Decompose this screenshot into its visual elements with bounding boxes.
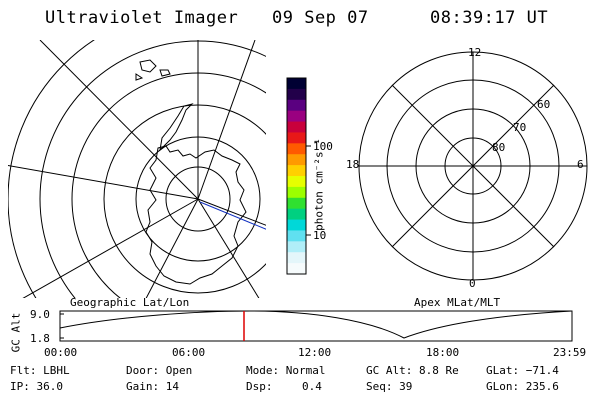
- lon-line: [197, 40, 256, 200]
- lon-line: [39, 40, 199, 200]
- mlt-label-top: 12: [468, 46, 482, 59]
- mode-status: Mode: Normal: [246, 364, 326, 377]
- colorbar-swatch: [287, 78, 306, 90]
- lon-line: [22, 198, 199, 298]
- colorbar-swatch: [287, 176, 306, 188]
- orbit-track: [199, 201, 266, 230]
- colorbar-frame: [286, 77, 307, 275]
- colorbar-swatch: [287, 252, 306, 264]
- island: [139, 59, 157, 73]
- colorbar-unit-label: photon cm⁻²s⁻¹: [312, 138, 326, 231]
- timeline-x-tick: 06:00: [172, 346, 206, 359]
- colorbar-swatch: [287, 186, 306, 199]
- timeline-y-tick: 1.8: [30, 332, 50, 345]
- coastline: [145, 145, 247, 285]
- colorbar-tick-label: 100: [313, 140, 333, 153]
- mlat-label: 80: [492, 141, 506, 154]
- gain-status: Gain: 14: [126, 380, 179, 393]
- mlt-label-right: 6: [577, 158, 584, 171]
- right-panel-caption: Apex MLat/MLT: [414, 296, 501, 309]
- dsp-value: 0.4: [302, 380, 322, 393]
- timeline-x-tick: 00:00: [44, 346, 78, 359]
- colorbar-tick-label: 10: [313, 229, 327, 242]
- timeline-frame: [59, 310, 573, 342]
- seq-status: Seq: 39: [366, 380, 413, 393]
- lon-line: [8, 165, 199, 200]
- mlat-label: 70: [513, 121, 527, 134]
- lon-line: [145, 198, 199, 298]
- time-label: 08:39:17 UT: [430, 8, 549, 28]
- colorbar-swatch: [287, 165, 306, 177]
- lon-line: [197, 198, 260, 298]
- timeline-y-tick: 9.0: [30, 308, 50, 321]
- orbit-track: [197, 198, 266, 226]
- date-label: 09 Sep 07: [272, 8, 369, 28]
- colorbar: [287, 78, 306, 275]
- colorbar-swatch: [287, 219, 306, 232]
- dsp-label: Dsp:: [246, 380, 273, 393]
- colorbar-swatch: [287, 154, 306, 166]
- island: [135, 73, 144, 81]
- glon-status: GLon: 235.6: [486, 380, 559, 393]
- colorbar-swatch: [287, 230, 306, 242]
- island: [159, 69, 171, 77]
- peninsula: [159, 103, 194, 152]
- colorbar-swatch: [287, 263, 306, 275]
- mlt-line: [391, 84, 555, 248]
- timeline-y-label: GC Alt: [9, 312, 23, 353]
- mlt-label-bottom: 0: [469, 277, 476, 290]
- gc-alt-status: GC Alt: 8.8 Re: [366, 364, 459, 377]
- altitude-curve: [59, 310, 573, 339]
- colorbar-swatch: [287, 88, 306, 101]
- timeline-x-tick: 18:00: [426, 346, 460, 359]
- colorbar-swatch: [287, 241, 306, 253]
- left-panel-frame: [8, 40, 266, 298]
- left-panel-caption: Geographic Lat/Lon: [70, 296, 190, 309]
- colorbar-swatch: [287, 99, 306, 112]
- mlt-label-left: 18: [346, 158, 360, 171]
- door-status: Door: Open: [126, 364, 193, 377]
- ip-status: IP: 36.0: [10, 380, 63, 393]
- colorbar-swatch: [287, 121, 306, 134]
- colorbar-swatch: [287, 132, 306, 144]
- timeline-x-tick: 12:00: [298, 346, 332, 359]
- timeline-x-tick: 23:59: [553, 346, 587, 359]
- glat-status: GLat: −71.4: [486, 364, 559, 377]
- colorbar-swatch: [287, 208, 306, 221]
- colorbar-swatch: [287, 197, 306, 210]
- colorbar-swatch: [287, 110, 306, 123]
- flt-status: Flt: LBHL: [10, 364, 70, 377]
- mlat-label: 60: [537, 98, 551, 111]
- colorbar-swatch: [287, 143, 306, 155]
- instrument-title: Ultraviolet Imager: [45, 8, 239, 28]
